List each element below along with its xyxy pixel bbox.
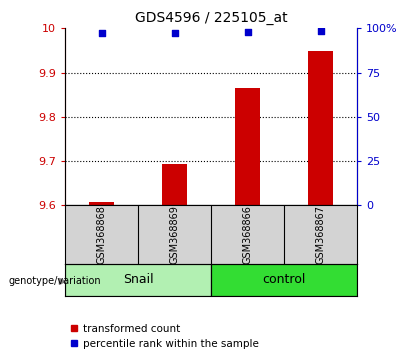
Bar	[211, 264, 357, 296]
Title: GDS4596 / 225105_at: GDS4596 / 225105_at	[135, 11, 287, 24]
Point	[317, 28, 324, 34]
Point	[244, 29, 251, 35]
Text: GSM368868: GSM368868	[97, 205, 107, 264]
Bar	[89, 202, 114, 205]
Text: GSM368866: GSM368866	[242, 205, 252, 264]
Text: genotype/variation: genotype/variation	[8, 276, 101, 286]
Point	[171, 30, 178, 36]
Bar	[162, 164, 187, 205]
Legend: transformed count, percentile rank within the sample: transformed count, percentile rank withi…	[70, 324, 259, 349]
Bar	[235, 88, 260, 205]
Text: control: control	[262, 273, 306, 286]
Text: GSM368867: GSM368867	[315, 205, 326, 264]
Point	[98, 30, 105, 36]
Bar	[65, 264, 211, 296]
Bar	[308, 51, 333, 205]
Text: GSM368869: GSM368869	[170, 205, 180, 264]
Text: Snail: Snail	[123, 273, 153, 286]
